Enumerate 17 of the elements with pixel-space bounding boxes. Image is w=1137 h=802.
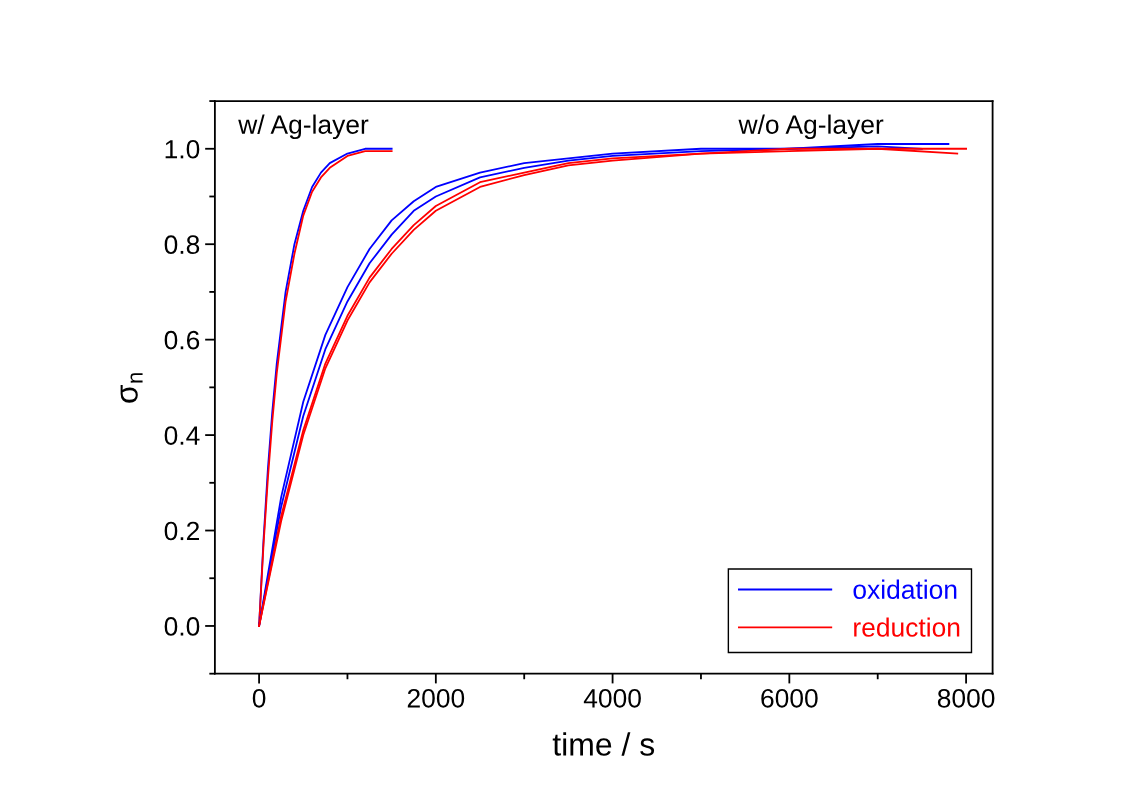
annotation: w/o Ag-layer — [738, 114, 884, 140]
x-tick-label: 2000 — [407, 688, 465, 708]
y-tick-label: 1.0 — [165, 139, 200, 159]
x-tick-label: 6000 — [761, 688, 818, 708]
y-tick-label: 0.2 — [164, 521, 199, 541]
y-tick-label: 0.6 — [164, 330, 200, 350]
y-axis-title: σ$_{n}$ — [120, 373, 143, 403]
x-tick-label: 4000 — [583, 688, 641, 708]
y-tick-label: 0.0 — [164, 617, 200, 636]
legend-label: oxidation — [853, 579, 957, 599]
x-tick-label: 8000 — [937, 688, 995, 708]
x-tick-label: 0 — [252, 688, 266, 708]
y-tick-label: 0.4 — [164, 426, 200, 445]
annotation: w/ Ag-layer — [238, 114, 369, 140]
y-tick-label: 0.8 — [164, 235, 200, 255]
legend-label: reduction — [854, 617, 960, 637]
x-axis-title: time / s — [552, 732, 655, 756]
